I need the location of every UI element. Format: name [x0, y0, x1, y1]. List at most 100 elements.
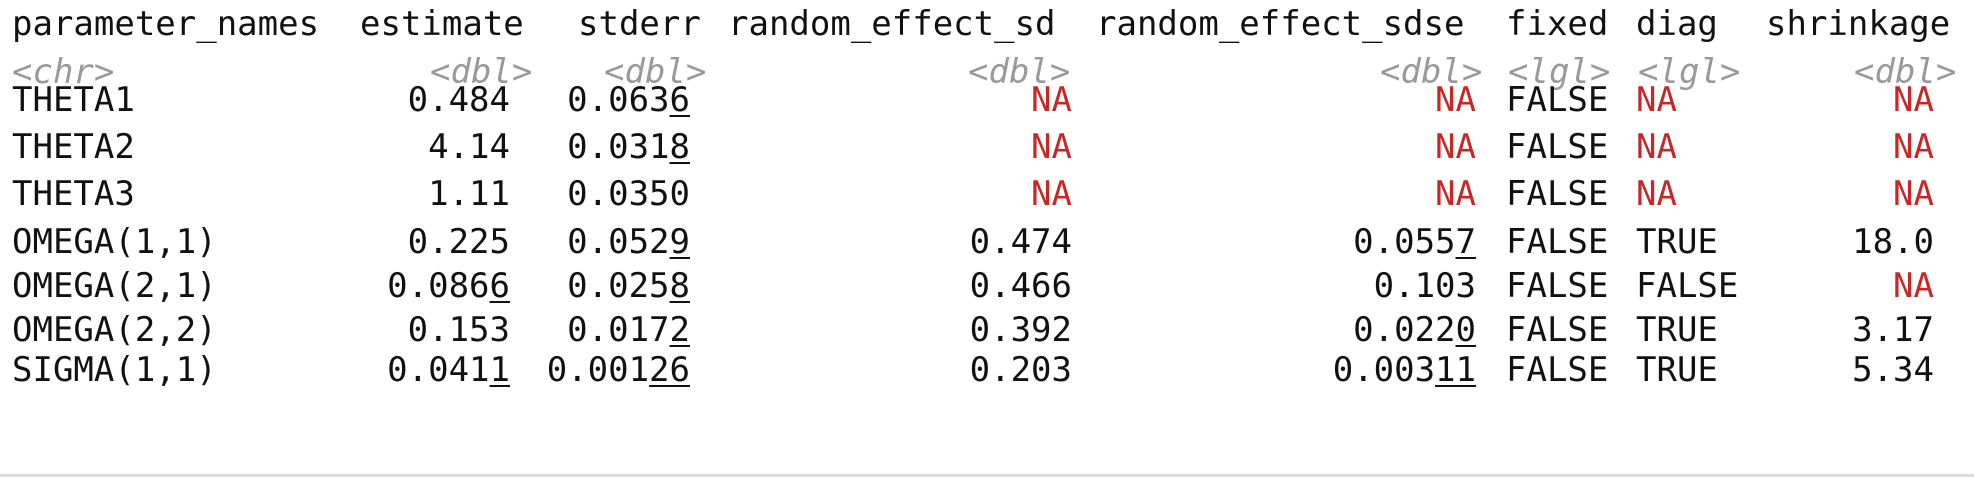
cell-random-effect-sd-value: NA [1031, 80, 1072, 120]
cell-random-effect-sdse: 0.0557 [1353, 218, 1476, 266]
cell-random-effect-sd: NA [1031, 76, 1072, 124]
cell-random-effect-sd-value: 0.203 [969, 350, 1072, 390]
cell-stderr-value: 0.025 [567, 266, 670, 306]
cell-random-effect-sdse-value: 0.055 [1353, 222, 1456, 262]
cell-random-effect-sd: NA [1031, 123, 1072, 171]
cell-parameter-name: THETA1 [12, 80, 135, 120]
cell-estimate-value: 1.11 [428, 174, 510, 214]
cell-random-effect-sd: 0.474 [970, 218, 1072, 266]
table-row: THETA2 4.14 0.0318 NA NA NA FALSE NA [0, 123, 1974, 171]
cell-estimate-value: 0.225 [407, 222, 510, 262]
cell-estimate: 4.14 [428, 123, 510, 171]
header-shrinkage: shrinkage [1766, 4, 1951, 44]
type-shrinkage: <dbl> [1854, 52, 1957, 92]
cell-random-effect-sd: 0.392 [970, 306, 1072, 354]
cell-shrinkage-value: NA [1893, 174, 1934, 214]
table-row: THETA1 0.484 0.0636 NA NA NA FALSE NA [0, 76, 1974, 124]
cell-random-effect-sdse-value: NA [1435, 174, 1476, 214]
cell-random-effect-sd-value: 0.392 [969, 310, 1072, 350]
divider [0, 474, 1974, 477]
cell-random-effect-sdse: NA [1435, 76, 1476, 124]
header-diag: diag [1636, 4, 1718, 44]
cell-stderr-insignificant-digits: 26 [649, 350, 690, 390]
cell-estimate: 0.484 [408, 76, 510, 124]
cell-stderr-value: 0.063 [567, 80, 670, 120]
cell-stderr: 0.0529 [567, 218, 690, 266]
header-random-effect-sdse: random_effect_sdse [1096, 4, 1465, 44]
cell-shrinkage: 3.17 [1852, 306, 1934, 354]
cell-shrinkage-value: NA [1893, 80, 1934, 120]
cell-random-effect-sd-value: NA [1031, 174, 1072, 214]
cell-random-effect-sdse-insignificant-digits: 11 [1435, 350, 1476, 390]
cell-diag: TRUE [1636, 350, 1718, 390]
table-row: THETA3 1.11 0.0350 NA NA NA FALSE NA [0, 170, 1974, 218]
cell-random-effect-sd-value: NA [1031, 127, 1072, 167]
type-fixed: <lgl> [1508, 52, 1611, 92]
type-random-effect-sdse: <dbl> [1380, 52, 1483, 92]
cell-shrinkage-value: 3.17 [1852, 310, 1934, 350]
cell-random-effect-sd-value: 0.466 [969, 266, 1072, 306]
type-random-effect-sd: <dbl> [968, 52, 1071, 92]
type-diag: <lgl> [1638, 52, 1741, 92]
header-random-effect-sd: random_effect_sd [728, 4, 1056, 44]
cell-random-effect-sdse-value: 0.103 [1373, 266, 1476, 306]
cell-stderr-value: 0.001 [546, 350, 650, 390]
cell-random-effect-sdse-value: NA [1435, 127, 1476, 167]
cell-parameter-name: OMEGA(2,1) [12, 266, 217, 306]
cell-stderr-insignificant-digits: 9 [669, 222, 690, 262]
cell-random-effect-sdse-value: 0.003 [1332, 350, 1436, 390]
cell-stderr-insignificant-digits: 6 [669, 80, 690, 120]
table-row: OMEGA(2,1) 0.0866 0.0258 0.466 0.103 NA FALSE F… [0, 262, 1974, 310]
cell-parameter-name: THETA2 [12, 127, 135, 167]
cell-shrinkage-value: 18.0 [1852, 222, 1934, 262]
cell-random-effect-sd-value: 0.474 [969, 222, 1072, 262]
cell-random-effect-sdse-value: NA [1435, 80, 1476, 120]
cell-shrinkage-value: NA [1893, 266, 1934, 306]
cell-stderr: 0.0350 [567, 170, 690, 218]
cell-parameter-name: OMEGA(2,2) [12, 310, 217, 350]
cell-random-effect-sd: 0.466 [970, 262, 1072, 310]
cell-stderr-insignificant-digits: 8 [669, 127, 690, 167]
cell-fixed: FALSE [1506, 80, 1609, 120]
cell-fixed: FALSE [1506, 127, 1609, 167]
cell-estimate-value: 0.153 [407, 310, 510, 350]
cell-estimate: 0.0866 [387, 262, 510, 310]
cell-random-effect-sd: NA [1031, 170, 1072, 218]
cell-stderr: 0.00126 [547, 346, 690, 394]
cell-estimate: 0.225 [408, 218, 510, 266]
cell-random-effect-sdse: 0.0220 [1353, 306, 1476, 354]
cell-stderr: 0.0172 [567, 306, 690, 354]
cell-random-effect-sd: 0.203 [970, 346, 1072, 394]
header-parameter-names: parameter_names [12, 4, 320, 44]
cell-diag: TRUE [1636, 222, 1718, 262]
cell-shrinkage: NA [1893, 123, 1934, 171]
cell-estimate-value: 0.041 [387, 350, 490, 390]
cell-fixed: FALSE [1506, 222, 1609, 262]
cell-fixed: FALSE [1506, 174, 1609, 214]
cell-diag: NA [1636, 174, 1677, 214]
table-row: SIGMA(1,1) 0.0411 0.00126 0.203 0.00311 5.34 F… [0, 346, 1974, 394]
cell-stderr-value: 0.052 [567, 222, 670, 262]
cell-random-effect-sdse: NA [1435, 170, 1476, 218]
cell-stderr: 0.0318 [567, 123, 690, 171]
cell-fixed: FALSE [1506, 350, 1609, 390]
cell-stderr-value: 0.031 [567, 127, 670, 167]
cell-estimate: 1.11 [428, 170, 510, 218]
cell-shrinkage: 5.34 [1852, 346, 1934, 394]
cell-fixed: FALSE [1506, 310, 1609, 350]
type-parameter-names: <chr> [12, 52, 115, 92]
table-row: OMEGA(1,1) 0.225 0.0529 0.474 0.0557 18.0 FALS… [0, 218, 1974, 266]
header-estimate: estimate [360, 4, 524, 44]
cell-parameter-name: OMEGA(1,1) [12, 222, 217, 262]
cell-random-effect-sdse: 0.103 [1374, 262, 1476, 310]
table-row: OMEGA(2,2) 0.153 0.0172 0.392 0.0220 3.17 FALS… [0, 306, 1974, 354]
header-stderr: stderr [578, 4, 701, 44]
cell-shrinkage-value: 5.34 [1852, 350, 1934, 390]
cell-diag: TRUE [1636, 310, 1718, 350]
cell-shrinkage: NA [1893, 262, 1934, 310]
type-row: <chr> <dbl> <dbl> <dbl> <dbl> <lgl> <lgl… [0, 48, 1974, 96]
type-stderr: <dbl> [604, 52, 707, 92]
cell-shrinkage: 18.0 [1852, 218, 1934, 266]
cell-shrinkage: NA [1893, 76, 1934, 124]
cell-estimate-value: 4.14 [428, 127, 510, 167]
